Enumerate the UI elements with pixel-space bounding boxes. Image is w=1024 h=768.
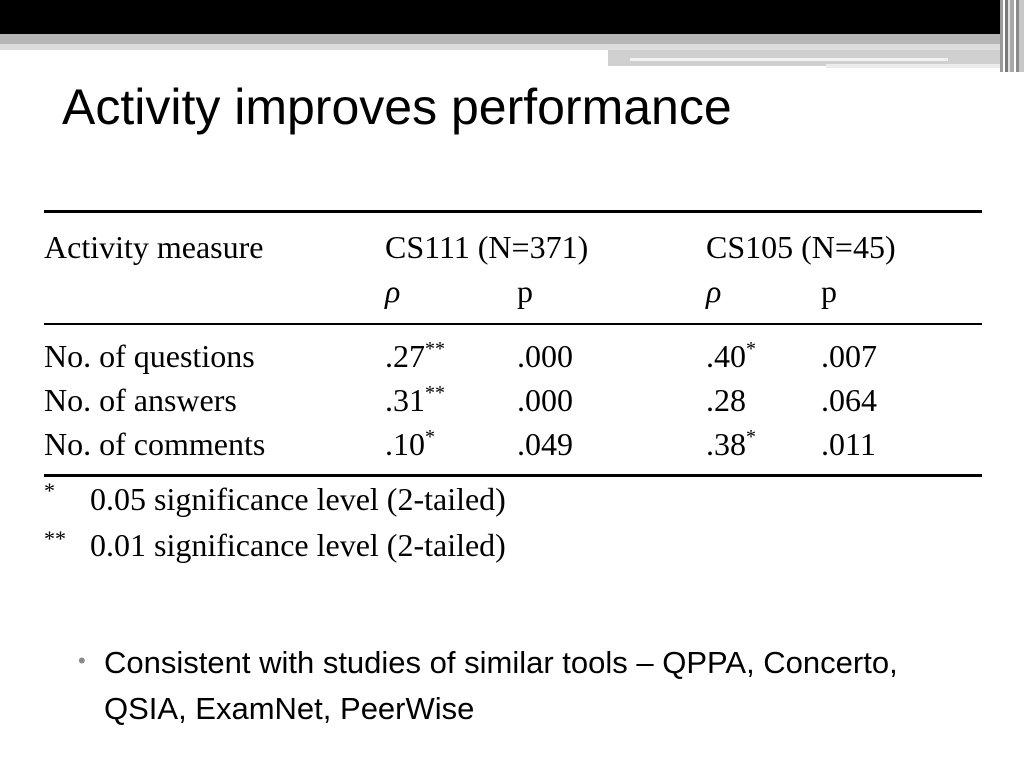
header-band [0,0,1024,34]
header-stripe [826,64,1000,68]
significance-mark: * [746,426,756,448]
rho-number: .40 [706,338,746,374]
corner-stripes [1000,0,1024,72]
header-group-cs111: CS111 (N=371) [385,229,589,265]
table-row: No. of comments .10* .049 .38* .011 [44,422,982,466]
rho-value: .40* [706,334,756,378]
header-stripe [0,34,1000,44]
rho-number: .10 [385,426,425,462]
table-subheader-row: ρ p ρ p [44,269,982,313]
rho-number: .31 [385,382,425,418]
subheader-rho: ρ [385,273,401,309]
header-group-cs105: CS105 (N=45) [706,229,896,265]
rho-number: .27 [385,338,425,374]
p-value: .064 [821,382,877,418]
significance-mark: ** [425,338,445,360]
bullet-icon: • [78,648,86,673]
results-table: Activity measure CS111 (N=371) CS105 (N=… [44,210,982,477]
rho-number: .28 [706,382,746,418]
table-top-rule [44,210,982,213]
header-activity-measure: Activity measure [44,229,264,265]
table-row: No. of answers .31** .000 .28 .064 [44,378,982,422]
measure-label: No. of comments [44,426,266,462]
significance-mark: ** [425,382,445,404]
footnote-mark: * [44,478,55,503]
significance-mark: * [746,338,756,360]
p-value: .000 [517,338,573,374]
rho-value: .38* [706,422,756,466]
rho-value: .28 [706,378,746,422]
footnote-text: 0.05 significance level (2-tailed) [90,481,506,517]
measure-label: No. of questions [44,338,255,374]
header-stripe [630,58,948,61]
rho-number: .38 [706,426,746,462]
table-header-row: Activity measure CS111 (N=371) CS105 (N=… [44,225,982,269]
footnote-text: 0.01 significance level (2-tailed) [90,527,506,563]
table-row: No. of questions .27** .000 .40* .007 [44,334,982,378]
subheader-rho: ρ [706,273,722,309]
subheader-p: p [821,273,837,309]
rho-value: .10* [385,422,435,466]
rho-value: .27** [385,334,445,378]
measure-label: No. of answers [44,382,237,418]
p-value: .011 [821,426,876,462]
table-mid-rule [44,323,982,325]
p-value: .007 [821,338,877,374]
bullet-item: Consistent with studies of similar tools… [104,645,898,726]
footnote-mark: ** [44,526,66,551]
header-stripe [0,44,1000,50]
subheader-p: p [517,273,533,309]
p-value: .000 [517,382,573,418]
slide-title: Activity improves performance [62,79,732,135]
significance-mark: * [425,426,435,448]
table-bottom-rule [44,474,982,477]
p-value: .049 [517,426,573,462]
rho-value: .31** [385,378,445,422]
